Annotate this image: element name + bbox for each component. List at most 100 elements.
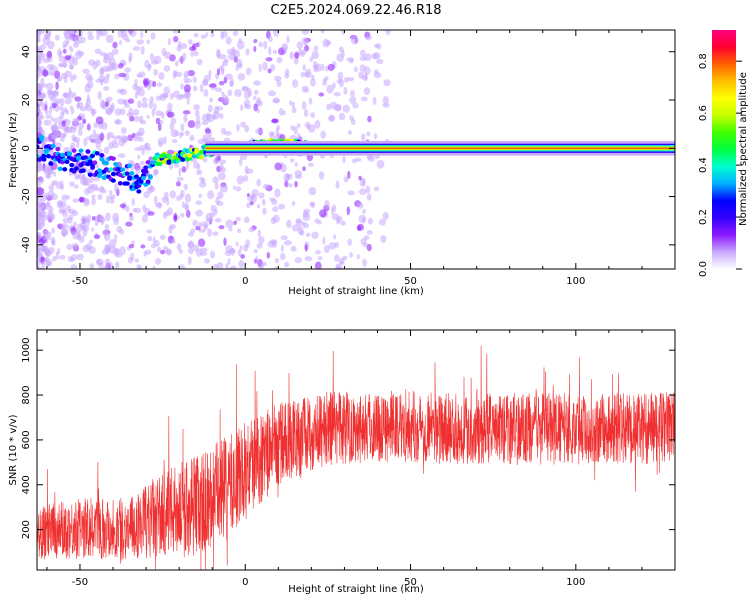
noise-blob	[261, 198, 266, 206]
ridge-blob	[110, 156, 116, 161]
noise-blob	[114, 261, 120, 269]
noise-blob	[53, 129, 59, 139]
noise-blob	[93, 234, 101, 239]
noise-blob	[103, 265, 109, 269]
noise-blob	[217, 155, 222, 161]
noise-blob	[179, 193, 184, 200]
noise-blob	[347, 170, 351, 179]
noise-blob	[246, 202, 251, 209]
noise-blob	[67, 35, 74, 40]
colorbar-gradient	[712, 30, 736, 269]
noise-blob	[86, 80, 94, 89]
noise-blob	[245, 67, 252, 76]
noise-blob	[151, 108, 155, 117]
noise-blob	[181, 166, 187, 173]
noise-blob	[234, 89, 242, 97]
snr-xtick-label: 50	[404, 577, 417, 588]
noise-blob	[82, 68, 90, 74]
spectrogram-ytick-label: 20	[21, 94, 32, 107]
noise-blob	[150, 244, 156, 249]
noise-blob	[197, 238, 206, 247]
noise-blob	[117, 98, 126, 105]
noise-blob	[37, 111, 40, 118]
noise-blob	[304, 244, 308, 252]
noise-blob	[182, 110, 191, 115]
noise-blob	[79, 221, 85, 230]
noise-blob	[336, 215, 343, 223]
noise-blob	[238, 259, 245, 269]
noise-blob	[268, 46, 272, 56]
noise-blob	[235, 241, 239, 247]
noise-blob	[120, 88, 124, 94]
noise-blob	[37, 82, 44, 89]
noise-blob	[383, 79, 391, 87]
noise-blob	[319, 209, 327, 218]
noise-blob	[376, 43, 382, 50]
noise-blob	[308, 186, 317, 196]
noise-blob	[192, 43, 196, 51]
noise-blob	[314, 218, 320, 224]
noise-blob	[258, 41, 263, 48]
noise-blob	[54, 70, 60, 80]
noise-blob	[62, 43, 67, 49]
noise-blob	[301, 49, 307, 55]
noise-blob	[88, 59, 96, 66]
noise-blob	[108, 141, 114, 150]
noise-blob	[240, 104, 244, 112]
noise-blob	[94, 220, 99, 226]
noise-blob	[236, 40, 245, 50]
noise-blob	[92, 129, 96, 138]
noise-blob	[163, 65, 171, 72]
noise-blob	[225, 245, 233, 254]
noise-blob	[320, 30, 325, 34]
noise-blob	[342, 155, 346, 164]
noise-blob	[270, 239, 278, 245]
noise-blob	[147, 235, 153, 242]
noise-blob	[167, 111, 175, 118]
noise-blob	[226, 48, 234, 55]
noise-blob	[140, 46, 145, 55]
noise-blob	[220, 166, 226, 173]
noise-blob	[180, 212, 185, 218]
noise-blob	[159, 93, 167, 101]
noise-blob	[85, 105, 93, 112]
noise-blob	[46, 231, 52, 239]
noise-blob	[294, 162, 299, 167]
noise-blob	[209, 250, 216, 259]
noise-blob	[150, 32, 156, 40]
noise-blob	[137, 100, 143, 109]
noise-blob	[351, 158, 357, 164]
noise-blob	[62, 217, 69, 224]
ridge-blob	[90, 153, 96, 159]
ridge-blob	[85, 149, 91, 154]
ridge-blob	[110, 178, 116, 183]
noise-blob	[37, 94, 41, 101]
noise-blob	[175, 181, 181, 187]
noise-blob	[220, 68, 225, 76]
noise-blob	[37, 125, 42, 133]
noise-blob	[291, 107, 297, 114]
noise-blob	[367, 217, 374, 225]
noise-blob	[104, 223, 110, 232]
noise-blob	[302, 210, 309, 218]
noise-blob	[146, 39, 151, 45]
noise-blob	[37, 57, 41, 65]
noise-blob	[289, 158, 295, 163]
noise-blob	[294, 170, 303, 177]
snr-ylabel: SNR (10 * v/v)	[8, 414, 19, 485]
noise-blob	[118, 40, 123, 46]
noise-blob	[149, 52, 155, 61]
noise-blob	[189, 134, 195, 142]
noise-blob	[51, 102, 57, 109]
spectrogram-ytick-label: -40	[21, 237, 32, 253]
noise-blob	[338, 257, 345, 264]
noise-blob	[198, 221, 202, 229]
noise-blob	[184, 130, 190, 136]
noise-blob	[131, 132, 136, 139]
noise-blob	[142, 77, 150, 86]
noise-blob	[141, 97, 148, 103]
noise-blob	[153, 55, 162, 65]
colorbar-tick-label: 0.2	[698, 209, 709, 225]
noise-blob	[143, 191, 150, 199]
noise-blob	[218, 225, 225, 230]
